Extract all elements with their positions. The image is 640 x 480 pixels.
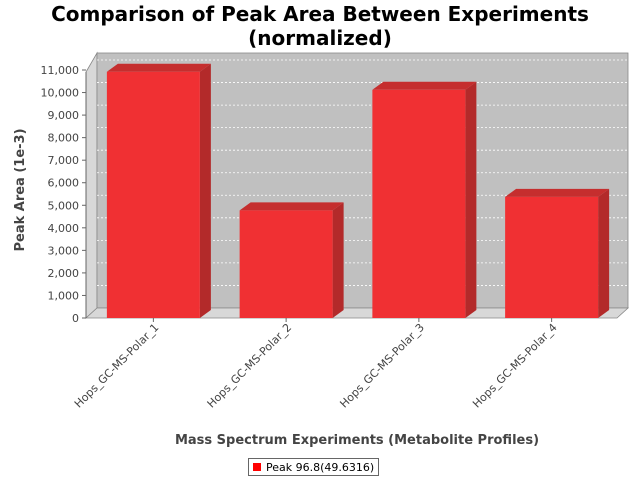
y-tick-label: 3,000 (48, 244, 80, 257)
bar (239, 202, 344, 318)
bar (505, 188, 610, 318)
y-tick-label: 8,000 (48, 132, 80, 145)
y-tick-label: 1,000 (48, 289, 80, 302)
bar-top (372, 81, 477, 90)
bar-top (239, 202, 344, 211)
bar (106, 63, 211, 318)
y-tick-label: 4,000 (48, 222, 80, 235)
y-axis-ticks: 0 1,000 2,000 3,000 4,000 5,000 6,000 7,000 8,00… (41, 64, 87, 325)
y-axis-label: Peak Area (1e-3) (13, 128, 28, 251)
bar-side (332, 202, 344, 318)
x-tick-label: Hops_GC-MS-Polar_3 (337, 321, 427, 411)
plot-left-wall (85, 51, 98, 319)
y-tick-label: 2,000 (48, 267, 80, 280)
y-tick-label: 5,000 (48, 199, 80, 212)
bar-front (505, 196, 599, 318)
bar-side (598, 188, 610, 318)
legend-label: Peak 96.8(49.6316) (266, 460, 375, 474)
y-tick-label: 9,000 (48, 109, 80, 122)
bar-top (106, 63, 211, 72)
y-tick-label: 11,000 (41, 64, 80, 77)
chart-title: Comparison of Peak Area Between Experime… (0, 2, 640, 50)
x-axis-label: Mass Spectrum Experiments (Metabolite Pr… (175, 433, 539, 448)
y-tick-label: 10,000 (41, 87, 80, 100)
y-tick-label: 7,000 (48, 154, 80, 167)
bar-side (199, 63, 211, 318)
bar-top (505, 188, 610, 197)
x-tick-label: Hops_GC-MS-Polar_2 (205, 321, 295, 411)
legend-swatch (253, 463, 261, 471)
chart-title-line1: Comparison of Peak Area Between Experime… (51, 2, 589, 26)
y-tick-label: 6,000 (48, 177, 80, 190)
bar (372, 81, 477, 318)
bar-front (106, 71, 200, 318)
bar-side (465, 81, 477, 318)
bar-front (372, 89, 466, 318)
bars (106, 63, 610, 318)
x-tick-label: Hops_GC-MS-Polar_4 (470, 321, 560, 411)
chart-title-line2: (normalized) (248, 26, 392, 50)
legend: Peak 96.8(49.6316) (248, 458, 380, 476)
bar-front (239, 210, 333, 318)
y-tick-label: 0 (72, 312, 79, 325)
x-axis-tick-labels: Hops_GC-MS-Polar_1 Hops_GC-MS-Polar_2 Hops… (72, 318, 560, 410)
x-tick-label: Hops_GC-MS-Polar_1 (72, 321, 162, 411)
